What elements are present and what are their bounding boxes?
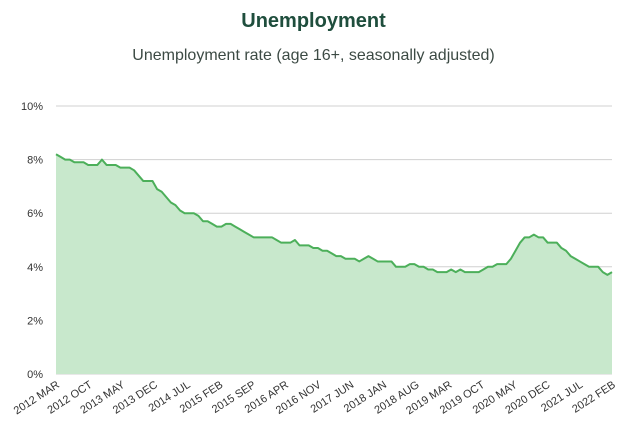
chart-title: Unemployment <box>241 10 386 32</box>
y-tick-label: 10% <box>21 101 43 113</box>
series-line <box>55 153 613 276</box>
y-tick-label: 2% <box>27 315 43 327</box>
chart-subtitle: Unemployment rate (age 16+, seasonally a… <box>132 47 495 64</box>
y-tick-label: 0% <box>27 369 43 381</box>
y-tick-label: 8% <box>27 155 43 167</box>
area-fill <box>56 154 612 374</box>
y-tick-label: 6% <box>27 208 43 220</box>
y-tick-label: 4% <box>27 262 43 274</box>
